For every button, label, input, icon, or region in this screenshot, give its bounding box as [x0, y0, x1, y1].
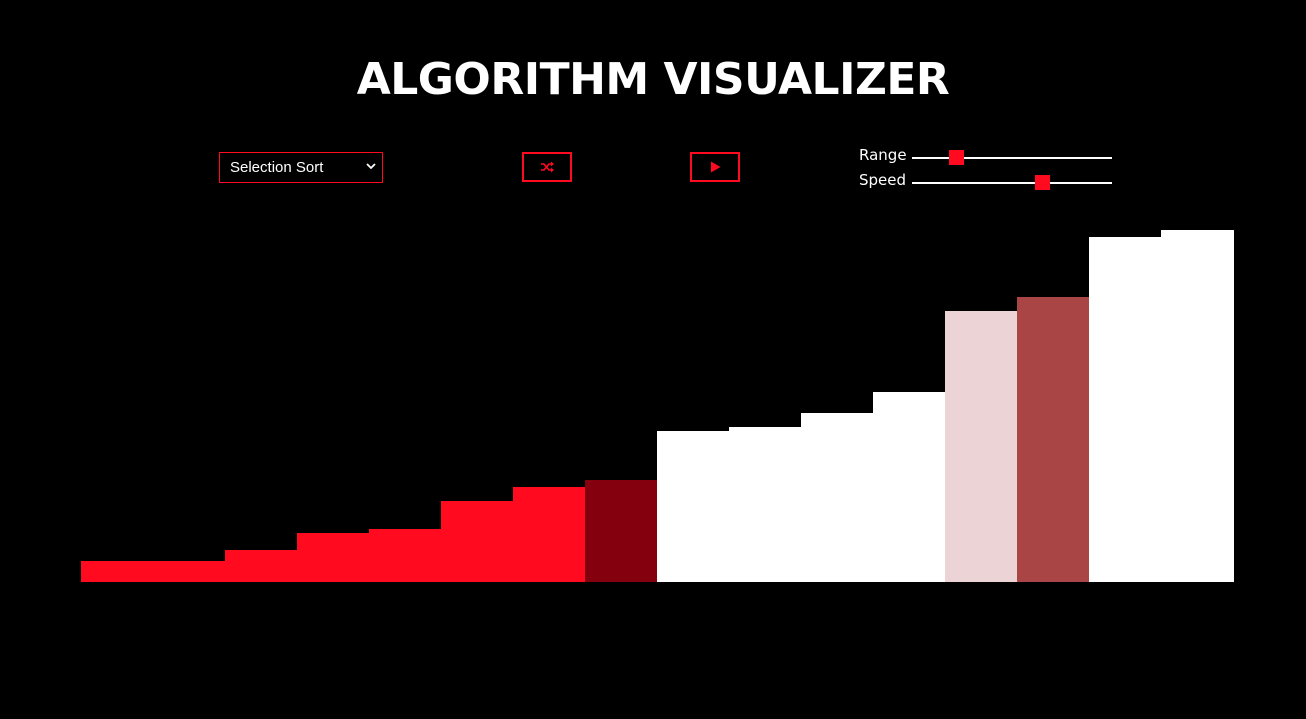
array-bar [1089, 237, 1162, 582]
play-icon [710, 158, 721, 177]
array-bar [369, 529, 442, 582]
range-label: Range [859, 146, 907, 164]
shuffle-icon [540, 158, 554, 177]
array-bar [729, 427, 802, 582]
array-bar [945, 310, 1018, 582]
array-bar [153, 560, 226, 582]
array-bar [1161, 230, 1234, 582]
array-bars [81, 230, 1234, 582]
array-bar [657, 430, 730, 582]
shuffle-button[interactable] [522, 152, 572, 182]
page-title: ALGORITHM VISUALIZER [356, 54, 950, 105]
array-bar [225, 550, 298, 582]
play-button[interactable] [690, 152, 740, 182]
array-bar [585, 479, 658, 582]
array-bar [297, 532, 370, 582]
range-slider[interactable] [912, 150, 1112, 165]
speed-slider[interactable] [912, 175, 1112, 190]
array-bar [441, 501, 514, 582]
array-bar [873, 391, 946, 582]
speed-slider-thumb[interactable] [1034, 175, 1050, 190]
chevron-down-icon [366, 162, 376, 173]
algorithm-select-value: Selection Sort [230, 159, 324, 176]
array-bar [801, 413, 874, 582]
range-slider-thumb[interactable] [948, 150, 964, 165]
speed-label: Speed [859, 171, 907, 189]
array-bar [513, 486, 586, 582]
array-bar [81, 560, 154, 582]
algorithm-select[interactable]: Selection Sort [219, 152, 383, 183]
array-bar [1017, 296, 1090, 582]
